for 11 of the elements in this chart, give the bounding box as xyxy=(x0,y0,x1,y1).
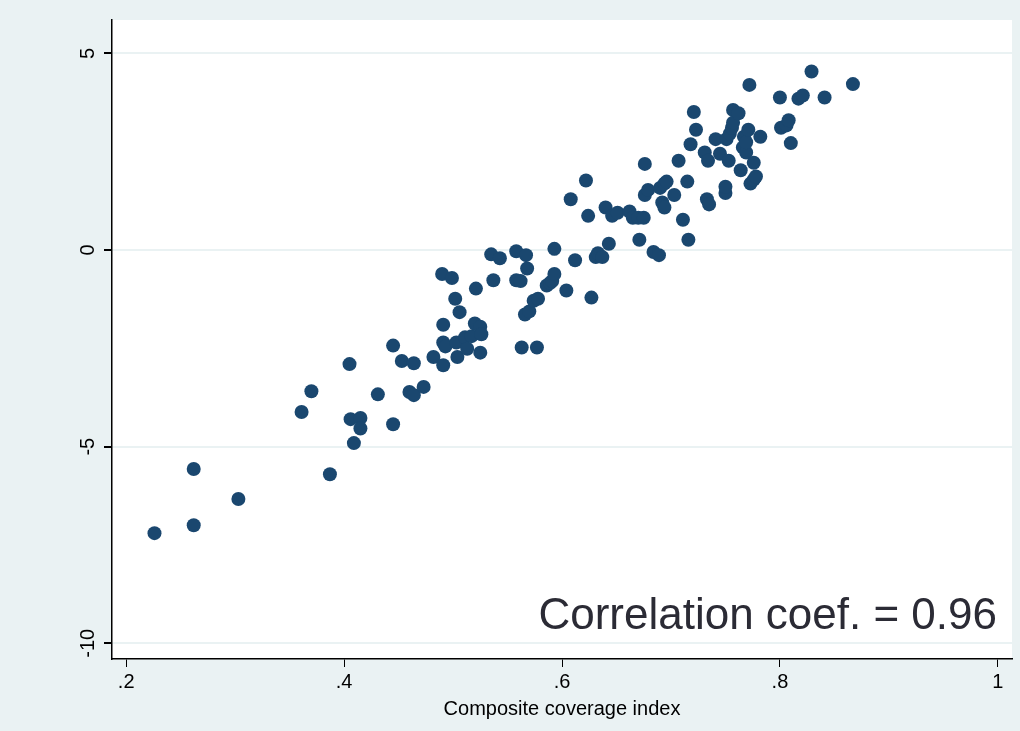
y-tick-label: 0 xyxy=(75,244,98,256)
annotation: Correlation coef. = 0.96 xyxy=(538,589,997,639)
y-tick-label: 5 xyxy=(75,47,98,59)
x-tick-label: .2 xyxy=(117,669,135,692)
x-tick-label: .6 xyxy=(553,669,571,692)
y-tick-label: -5 xyxy=(75,437,98,456)
x-tick-label: .4 xyxy=(335,669,353,692)
x-axis-title: Composite coverage index xyxy=(443,696,681,719)
x-tick-label: 1 xyxy=(992,669,1004,692)
y-tick-label: -10 xyxy=(75,628,98,658)
x-tick-label: .8 xyxy=(771,669,789,692)
